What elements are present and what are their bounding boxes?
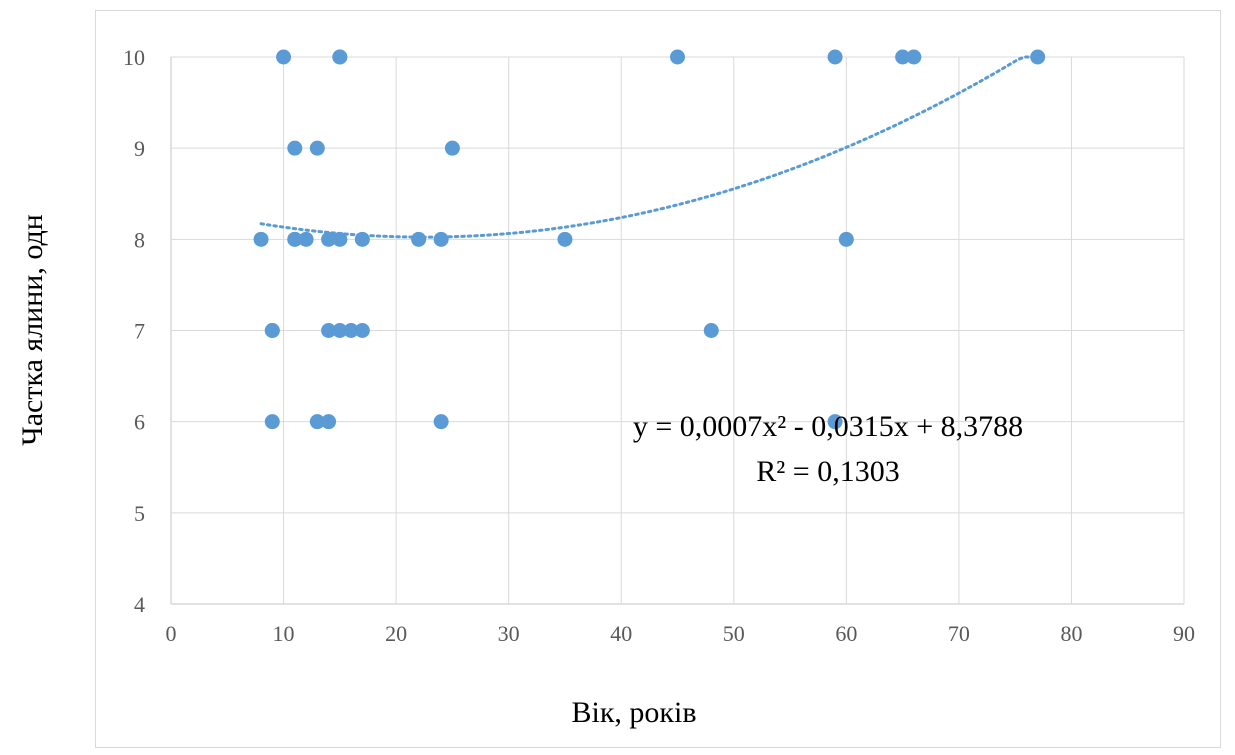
data-point (309, 414, 325, 430)
data-point (321, 231, 337, 247)
data-point (287, 231, 303, 247)
data-point (557, 231, 573, 247)
data-point (287, 140, 303, 156)
data-point (332, 323, 348, 338)
trendline-r-squared: R² = 0,1303 (756, 455, 899, 488)
data-point (411, 231, 427, 247)
data-point (321, 323, 337, 338)
axes (170, 57, 1184, 605)
data-point (895, 49, 911, 65)
data-point (253, 231, 269, 247)
data-point (354, 323, 370, 338)
data-point (321, 414, 337, 430)
y-tick-label: 6 (134, 410, 145, 435)
x-tick-label: 30 (498, 621, 520, 646)
chart-area (95, 10, 1221, 748)
data-point (264, 414, 280, 430)
x-tick-label: 10 (273, 621, 295, 646)
y-tick-label: 10 (123, 45, 145, 70)
x-tick-label: 80 (1060, 621, 1082, 646)
x-tick-label: 70 (948, 621, 970, 646)
x-tick-label: 60 (835, 621, 857, 646)
data-point (827, 49, 843, 65)
data-point (827, 414, 843, 430)
data-point (343, 323, 359, 338)
y-tick-label: 5 (134, 501, 145, 526)
data-point (906, 49, 922, 65)
data-point (670, 49, 685, 65)
y-tick-label: 8 (134, 227, 145, 252)
data-point (433, 414, 449, 430)
data-point (298, 231, 314, 247)
data-point (264, 323, 280, 338)
trendline-equation: y = 0,0007x² - 0,0315x + 8,3788 (633, 410, 1023, 443)
trendline-layer (259, 55, 1040, 239)
data-points (253, 49, 1046, 430)
data-point (354, 231, 370, 247)
data-point (309, 140, 325, 156)
x-tick-label: 0 (166, 621, 177, 646)
x-tick-label: 20 (385, 621, 407, 646)
data-point (444, 140, 460, 156)
x-axis-title: Вік, років (572, 696, 697, 729)
gridlines (171, 56, 1185, 604)
data-point (433, 231, 449, 247)
data-point (1030, 49, 1046, 65)
data-point (838, 231, 854, 247)
data-point (332, 49, 348, 65)
trendline (259, 55, 1040, 239)
x-tick-label: 40 (610, 621, 632, 646)
data-point (276, 49, 292, 65)
tick-labels: 0 10 20 30 40 50 60 70 80 90 4 5 6 7 8 9 10 (123, 45, 1195, 646)
y-tick-label: 4 (134, 592, 145, 617)
y-tick-label: 7 (134, 319, 145, 344)
x-tick-label: 50 (723, 621, 745, 646)
data-point (332, 231, 348, 247)
x-tick-label: 90 (1173, 621, 1195, 646)
y-tick-label: 9 (134, 136, 145, 161)
y-axis-title: Частка ялини, одн (16, 214, 49, 446)
data-point (703, 323, 719, 338)
